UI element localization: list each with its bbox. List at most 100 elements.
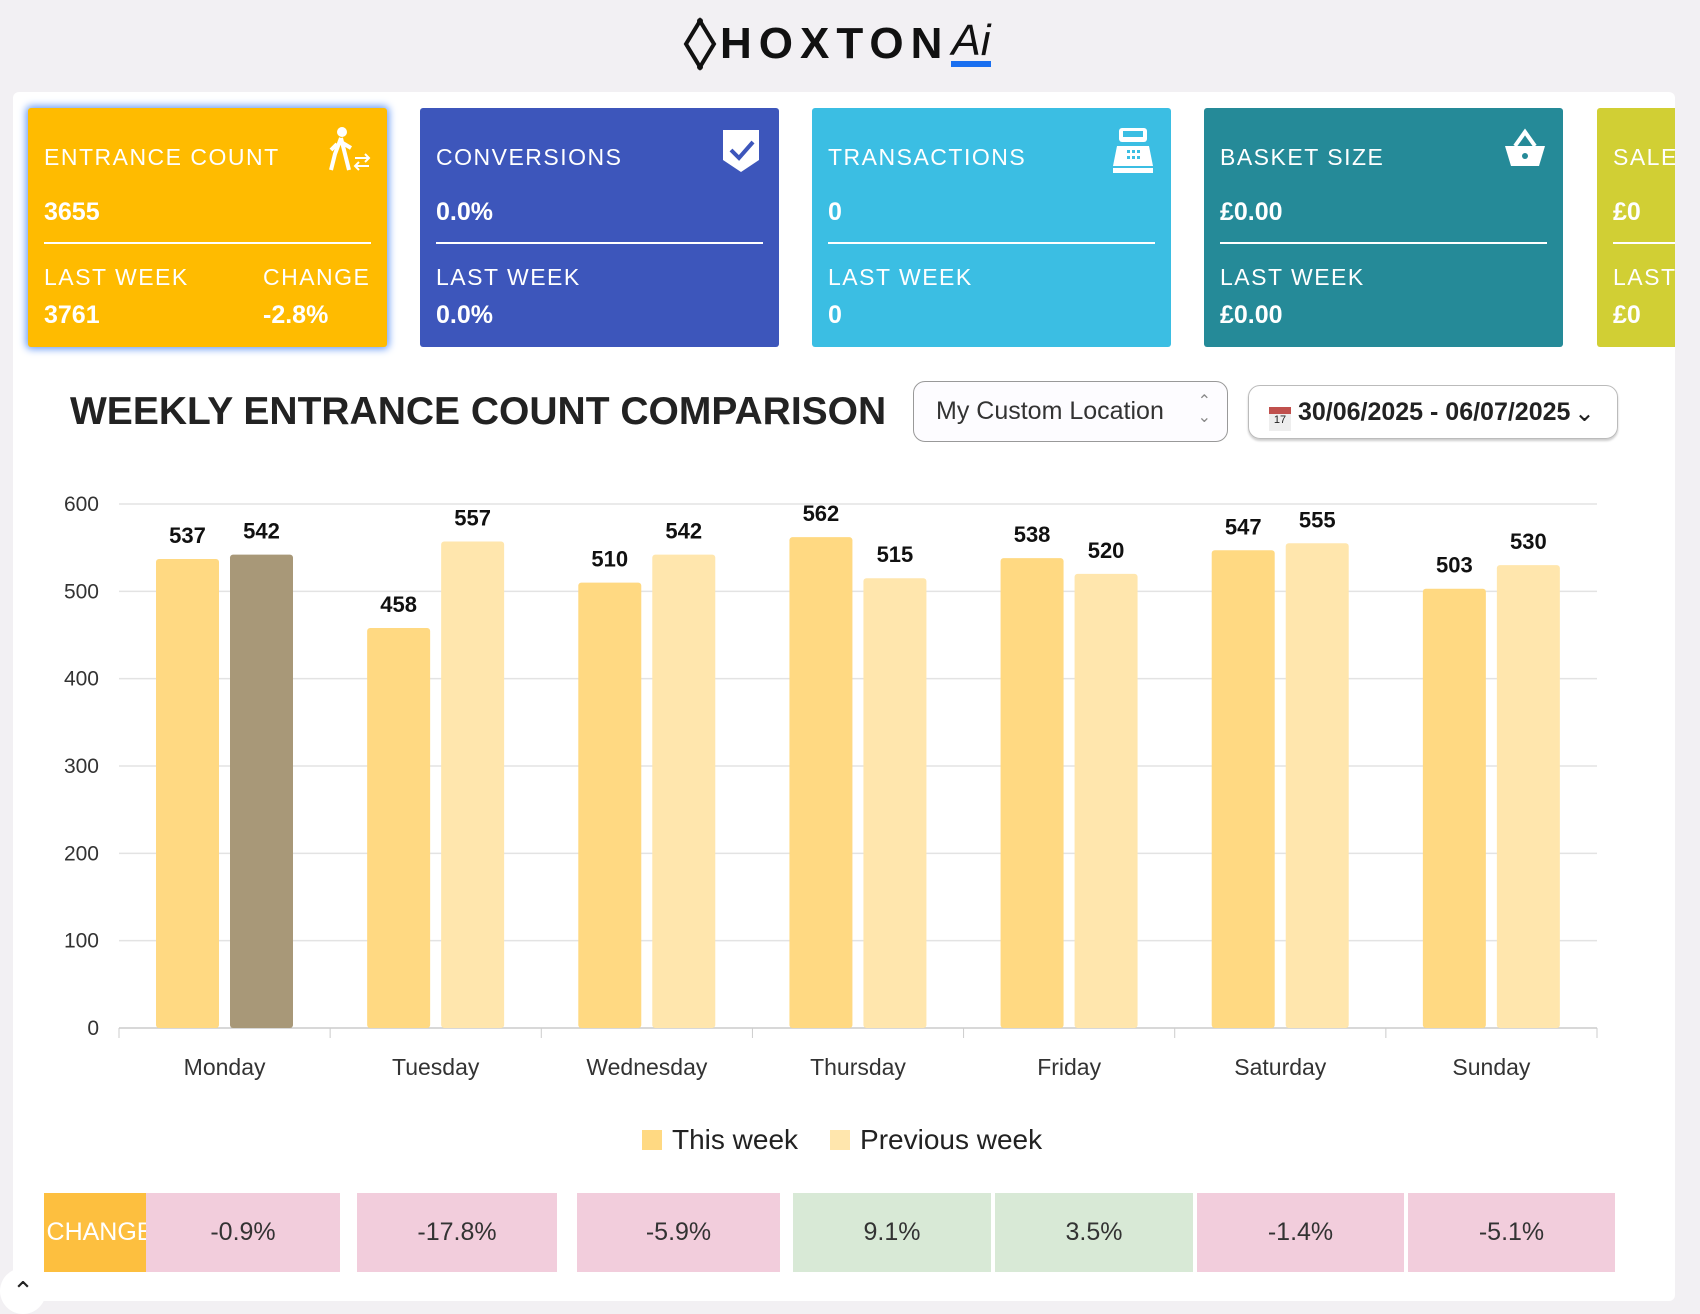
y-tick-label: 300 [64, 755, 99, 778]
bar-previous-week[interactable] [441, 541, 505, 1028]
card-title: CONVERSIONS [436, 144, 623, 170]
last-week-value: 0.0% [436, 301, 493, 329]
card-entrance-count[interactable]: ENTRANCE COUNT 3655 LAST WEEK 3761 CHANG… [28, 108, 387, 347]
last-week-value: £0 [1613, 301, 1641, 329]
x-tick-label: Thursday [810, 1054, 906, 1080]
logo-diamond-icon [683, 17, 717, 71]
bar-this-week[interactable] [367, 628, 431, 1028]
dashboard-panel: ENTRANCE COUNT 3655 LAST WEEK 3761 CHANG… [13, 92, 1675, 1301]
change-cell: -17.8% [357, 1193, 557, 1272]
logo-ai: Ai [951, 16, 991, 67]
card-value: 3655 [44, 198, 100, 226]
bar-this-week[interactable] [1000, 558, 1064, 1028]
change-label: CHANGE [263, 264, 371, 290]
calendar-icon: 17 [1269, 407, 1291, 431]
cash-register-icon [1113, 128, 1153, 173]
shield-check-icon [723, 130, 759, 172]
change-cell: -5.9% [577, 1193, 780, 1272]
legend-this-week[interactable]: This week [672, 1124, 799, 1155]
last-week-label: LAST WEEK [44, 264, 189, 290]
card-basket-size[interactable]: BASKET SIZE £0.00 LAST WEEK £0.00 [1204, 108, 1563, 347]
logo-text: HOXTON [720, 19, 950, 68]
x-tick-label: Monday [184, 1054, 266, 1080]
y-tick-label: 400 [64, 668, 99, 691]
bar-value-label: 547 [1225, 514, 1262, 539]
bar-this-week[interactable] [578, 582, 642, 1028]
bar-this-week[interactable] [1211, 550, 1275, 1028]
change-value: -2.8% [263, 301, 329, 329]
location-select[interactable]: My Custom Location ⌃ ⌄ [913, 381, 1228, 442]
card-value: £0.00 [1220, 198, 1283, 226]
bar-previous-week[interactable] [1285, 543, 1349, 1028]
person-walking-icon [329, 127, 371, 171]
card-value: 0 [828, 198, 842, 226]
chevron-down-icon: ⌄ [1574, 399, 1595, 427]
bar-value-label: 515 [877, 542, 914, 567]
bar-value-label: 557 [454, 506, 491, 531]
bar-value-label: 562 [803, 501, 840, 526]
date-range-picker[interactable]: 17 30/06/2025 - 06/07/2025 ⌄ [1248, 385, 1618, 439]
x-tick-label: Friday [1037, 1054, 1101, 1080]
bar-value-label: 530 [1510, 529, 1547, 554]
bar-previous-week[interactable] [1496, 565, 1560, 1028]
divider [828, 242, 1155, 244]
divider [1613, 242, 1675, 244]
change-cell: -5.1% [1408, 1193, 1615, 1272]
card-conversions[interactable]: CONVERSIONS 0.0% LAST WEEK 0.0% [420, 108, 779, 347]
bar-value-label: 520 [1088, 538, 1125, 563]
last-week-value: £0.00 [1220, 301, 1283, 329]
last-week-label: LAST WEEK [828, 264, 973, 290]
divider [44, 242, 371, 244]
card-title: ENTRANCE COUNT [44, 144, 280, 170]
y-tick-label: 200 [64, 842, 99, 865]
y-tick-label: 0 [87, 1017, 99, 1040]
bar-previous-week[interactable] [230, 554, 293, 1028]
last-week-value: 3761 [44, 301, 100, 329]
y-tick-label: 600 [64, 493, 99, 516]
bar-value-label: 510 [591, 547, 628, 572]
last-week-label: LAST WEEK [436, 264, 581, 290]
x-tick-label: Tuesday [392, 1054, 480, 1080]
scroll-up-button[interactable]: ⌃ [0, 1268, 46, 1314]
bar-this-week[interactable] [789, 537, 853, 1028]
x-tick-label: Sunday [1452, 1054, 1531, 1080]
legend-previous-week[interactable]: Previous week [860, 1124, 1043, 1155]
y-tick-label: 100 [64, 930, 99, 953]
chart-legend: This week Previous week [642, 1124, 1042, 1156]
y-tick-label: 500 [64, 580, 99, 603]
legend-swatch-previous-week [830, 1130, 851, 1150]
x-tick-label: Saturday [1234, 1054, 1327, 1080]
change-cell: -1.4% [1197, 1193, 1404, 1272]
bar-value-label: 542 [243, 519, 280, 544]
basket-icon [1505, 128, 1545, 166]
card-title: BASKET SIZE [1220, 144, 1385, 170]
bar-value-label: 458 [380, 592, 417, 617]
bar-value-label: 503 [1436, 553, 1473, 578]
bar-value-label: 537 [169, 523, 206, 548]
x-tick-label: Wednesday [586, 1054, 708, 1080]
date-range-value: 30/06/2025 - 06/07/2025 [1297, 398, 1571, 426]
chevron-up-icon: ⌃ [12, 1276, 34, 1306]
bar-this-week[interactable] [156, 559, 219, 1028]
bar-previous-week[interactable] [652, 554, 716, 1028]
bar-previous-week[interactable] [863, 578, 927, 1028]
last-week-label: LAST WEEK [1220, 264, 1365, 290]
card-sales[interactable]: SALE £0 LAST £0 [1597, 108, 1675, 347]
card-value: 0.0% [436, 198, 493, 226]
bar-this-week[interactable] [1422, 588, 1486, 1028]
last-week-label: LAST [1613, 264, 1675, 290]
divider [1220, 242, 1547, 244]
change-cell: 9.1% [793, 1193, 991, 1272]
bar-value-label: 555 [1299, 507, 1336, 532]
brand-logo: HOXTON Ai [680, 16, 991, 72]
bar-value-label: 538 [1014, 522, 1051, 547]
chart-title: WEEKLY ENTRANCE COUNT COMPARISON [70, 390, 887, 433]
card-title: TRANSACTIONS [828, 144, 1027, 170]
legend-swatch-this-week [642, 1130, 662, 1150]
divider [436, 242, 763, 244]
change-cell: 3.5% [995, 1193, 1193, 1272]
bar-previous-week[interactable] [1074, 573, 1138, 1028]
weekly-bar-chart: 0 100 200 300 400 500 600 Monday 537 542 Tuesday 45… [64, 493, 1598, 1080]
location-value: My Custom Location [936, 397, 1164, 425]
card-transactions[interactable]: TRANSACTIONS 0 LAST WEEK 0 [812, 108, 1171, 347]
